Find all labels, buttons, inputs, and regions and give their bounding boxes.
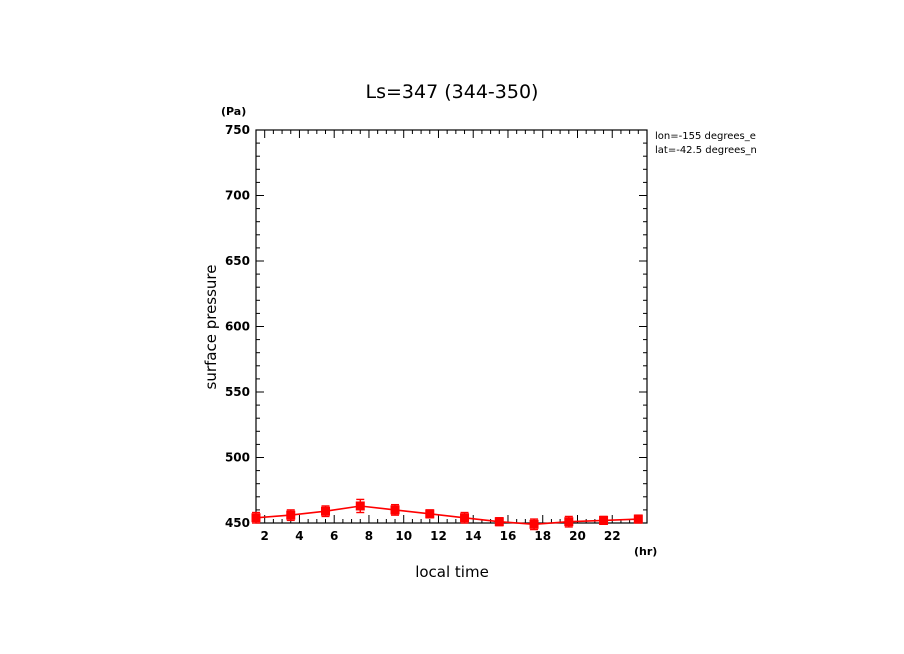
data-point-marker bbox=[633, 514, 643, 524]
y-tick-label: 550 bbox=[225, 385, 250, 399]
x-tick-label: 12 bbox=[430, 529, 447, 543]
plot-area: 450 500 550 600 650 700 750 2 4 6 8 10 12 14 16 18 20 22 bbox=[225, 123, 648, 543]
data-point-marker bbox=[529, 519, 539, 529]
data-point-marker bbox=[494, 517, 504, 527]
annotation-latitude: lat=-42.5 degrees_n bbox=[655, 145, 757, 156]
data-point-marker bbox=[286, 510, 296, 520]
y-tick-label: 500 bbox=[225, 451, 250, 465]
y-tick-label: 650 bbox=[225, 254, 250, 268]
x-tick-label: 16 bbox=[500, 529, 517, 543]
data-point-marker bbox=[460, 513, 470, 523]
data-point-marker bbox=[251, 513, 261, 523]
x-tick-label: 14 bbox=[465, 529, 482, 543]
x-tick-label: 18 bbox=[534, 529, 551, 543]
data-point-marker bbox=[425, 509, 435, 519]
x-tick-label: 10 bbox=[395, 529, 412, 543]
data-point-marker bbox=[355, 501, 365, 511]
series-line bbox=[255, 505, 639, 526]
x-tick-label: 4 bbox=[295, 529, 303, 543]
y-tick-label: 450 bbox=[225, 516, 250, 530]
x-axis-label: local time bbox=[415, 563, 489, 581]
data-point-marker bbox=[390, 505, 400, 515]
y-tick-label: 700 bbox=[225, 189, 250, 203]
y-axis-unit: (Pa) bbox=[221, 105, 246, 118]
y-tick-label: 750 bbox=[225, 123, 250, 137]
data-point-marker bbox=[599, 515, 609, 525]
x-tick-label: 6 bbox=[330, 529, 338, 543]
x-tick-label: 2 bbox=[261, 529, 269, 543]
x-tick-label: 22 bbox=[604, 529, 621, 543]
chart-title: Ls=347 (344-350) bbox=[366, 81, 539, 103]
x-tick-label: 8 bbox=[365, 529, 373, 543]
y-axis-label: surface pressure bbox=[202, 265, 220, 390]
x-tick-label: 20 bbox=[569, 529, 586, 543]
y-tick-label: 600 bbox=[225, 320, 250, 334]
plot-frame bbox=[255, 129, 648, 524]
annotation-longitude: lon=-155 degrees_e bbox=[655, 131, 756, 142]
data-point-marker bbox=[321, 506, 331, 516]
data-point-marker bbox=[564, 517, 574, 527]
x-axis-unit: (hr) bbox=[634, 545, 657, 558]
